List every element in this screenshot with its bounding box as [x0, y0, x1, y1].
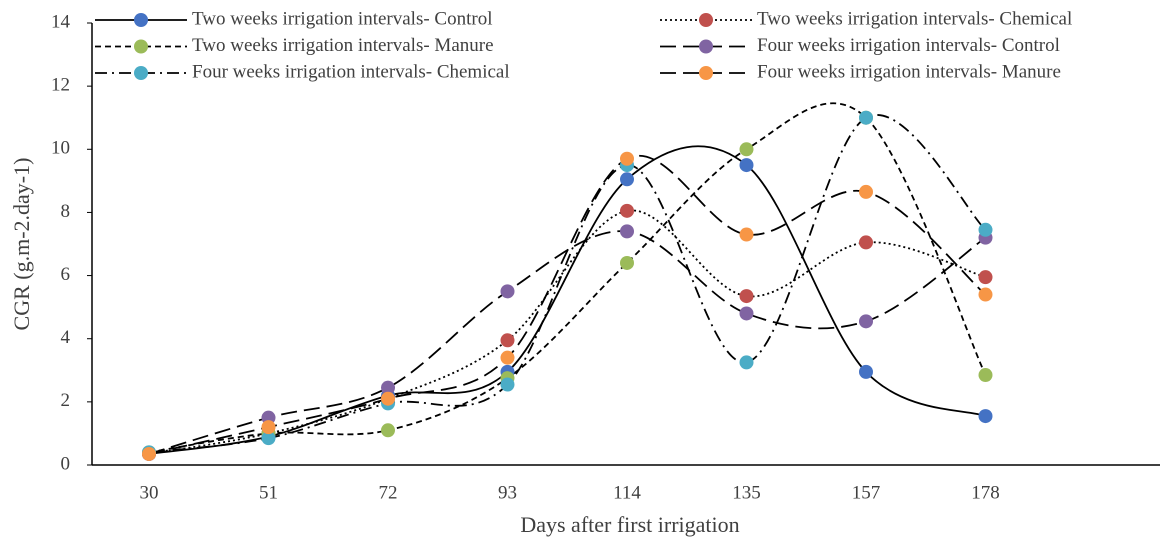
- data-point: [978, 222, 993, 237]
- legend-marker: [134, 66, 148, 80]
- data-point: [261, 420, 276, 435]
- x-tick-label: 178: [971, 482, 1000, 503]
- legend-label: Four weeks irrigation intervals- Chemica…: [192, 61, 510, 82]
- data-point: [620, 151, 634, 166]
- data-point: [859, 110, 873, 125]
- y-tick-label: 0: [61, 453, 71, 474]
- series-line: [148, 145, 986, 455]
- data-point: [500, 333, 515, 348]
- x-tick-label: 135: [732, 482, 761, 503]
- y-tick-label: 14: [51, 11, 71, 32]
- data-point: [739, 227, 754, 242]
- data-point: [739, 158, 754, 173]
- data-point: [859, 235, 873, 250]
- legend-marker: [134, 13, 148, 27]
- series-line: [148, 209, 986, 455]
- data-point: [620, 203, 634, 218]
- data-point: [739, 355, 754, 370]
- data-point: [381, 380, 395, 395]
- data-point: [500, 350, 515, 365]
- x-tick-label: 51: [259, 482, 278, 503]
- legend-label: Two weeks irrigation intervals- Chemical: [757, 8, 1072, 29]
- legend-label: Four weeks irrigation intervals- Control: [757, 35, 1060, 56]
- data-point: [381, 423, 395, 438]
- x-tick-label: 157: [852, 482, 881, 503]
- series-line: [148, 155, 987, 455]
- data-point: [978, 409, 993, 424]
- y-tick-label: 12: [51, 75, 70, 96]
- data-point: [381, 391, 395, 406]
- legend-label: Four weeks irrigation intervals- Manure: [757, 61, 1061, 82]
- y-tick-label: 2: [61, 390, 71, 411]
- data-point: [978, 270, 993, 285]
- legend-marker: [134, 39, 148, 54]
- y-axis-title: CGR (g.m-2.day-1): [9, 158, 34, 331]
- data-point: [739, 306, 754, 321]
- data-point: [739, 142, 754, 157]
- legend-label: Two weeks irrigation intervals- Control: [192, 8, 493, 29]
- x-tick-label: 93: [498, 482, 517, 503]
- data-point: [739, 289, 754, 304]
- data-point: [859, 314, 873, 329]
- data-point: [859, 364, 873, 379]
- x-tick-label: 72: [379, 482, 398, 503]
- data-point: [620, 172, 634, 187]
- data-point: [261, 431, 276, 446]
- x-tick-label: 114: [613, 482, 641, 503]
- legend-label: Two weeks irrigation intervals- Manure: [192, 35, 494, 56]
- data-point: [500, 377, 515, 392]
- data-point: [142, 446, 156, 461]
- y-tick-label: 4: [61, 327, 71, 348]
- data-point: [978, 287, 993, 302]
- data-point: [620, 255, 634, 270]
- data-point: [859, 184, 873, 199]
- legend-marker: [699, 13, 713, 27]
- x-axis-title: Days after first irrigation: [520, 512, 739, 537]
- x-tick-label: 30: [140, 482, 159, 503]
- data-point: [620, 224, 634, 239]
- y-tick-label: 6: [61, 264, 71, 285]
- data-point: [500, 284, 515, 299]
- series-line: [148, 102, 987, 454]
- series-line: [148, 230, 987, 455]
- series-line: [148, 114, 987, 454]
- y-tick-label: 8: [61, 201, 71, 222]
- y-tick-label: 10: [51, 138, 70, 159]
- data-point: [978, 368, 993, 383]
- legend-marker: [699, 39, 713, 54]
- legend-marker: [699, 66, 713, 80]
